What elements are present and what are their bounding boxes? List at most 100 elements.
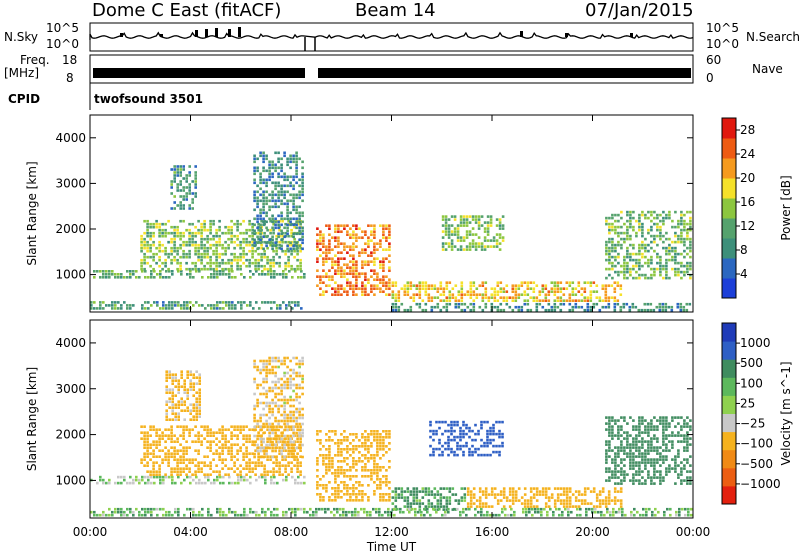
power-cell (674, 252, 677, 256)
velocity-cell (487, 505, 491, 508)
power-cell (367, 239, 370, 242)
velocity-cell (620, 428, 623, 431)
power-cell (445, 281, 449, 284)
power-cell (465, 224, 469, 227)
velocity-cell (456, 423, 459, 427)
velocity-cell (179, 443, 182, 446)
power-cell (680, 237, 683, 241)
power-cell (511, 287, 515, 290)
power-cell (480, 215, 484, 218)
power-cell (158, 246, 161, 250)
power-cell (385, 284, 388, 287)
velocity-cell (290, 467, 293, 470)
power-cell (465, 245, 469, 248)
velocity-cell (385, 478, 388, 481)
power-cell (373, 245, 376, 248)
power-cell (275, 252, 278, 256)
power-cell (457, 302, 461, 306)
power-cell (608, 252, 611, 256)
power-cell (626, 267, 629, 271)
velocity-cell (617, 455, 620, 458)
velocity-cell (611, 428, 614, 431)
power-cell (140, 240, 143, 244)
power-cell (665, 258, 668, 262)
power-cell (200, 240, 203, 244)
velocity-cell (286, 371, 289, 375)
velocity-cell (234, 513, 237, 517)
power-cell (108, 276, 111, 279)
power-cell (271, 226, 274, 230)
velocity-cell (650, 425, 653, 428)
power-cell (462, 236, 466, 239)
velocity-cell (191, 440, 194, 443)
power-cell (298, 157, 301, 161)
velocity-cell (295, 410, 298, 414)
velocity-cell (174, 403, 177, 406)
power-cell (295, 169, 298, 173)
velocity-cell (644, 440, 647, 443)
power-cell (293, 237, 296, 241)
velocity-cell (286, 356, 289, 360)
velocity-cell (412, 493, 416, 496)
power-cell (427, 299, 431, 302)
velocity-cell (394, 508, 398, 511)
velocity-cell (346, 436, 349, 439)
velocity-cell (447, 453, 450, 457)
velocity-cell (265, 449, 268, 453)
velocity-cell (210, 481, 213, 485)
power-cell (254, 261, 257, 265)
power-cell (262, 247, 265, 251)
power-cell (459, 215, 463, 218)
power-cell (296, 264, 299, 268)
velocity-cell (197, 431, 200, 434)
velocity-cell (337, 466, 340, 469)
power-cell (379, 242, 382, 245)
velocity-cell (439, 496, 443, 499)
power-cell (259, 199, 262, 203)
velocity-cell (653, 467, 656, 470)
velocity-cell (268, 386, 271, 390)
power-cell (292, 244, 295, 248)
power-cell (586, 281, 590, 284)
velocity-cell (292, 425, 295, 429)
power-cell (635, 276, 638, 280)
velocity-cell (168, 400, 171, 403)
power-cell (268, 169, 271, 173)
power-cell (257, 231, 260, 235)
power-cell (171, 307, 174, 310)
power-cell (248, 222, 251, 226)
velocity-cell (644, 467, 647, 470)
power-cell (270, 276, 273, 279)
power-cell (361, 230, 364, 233)
power-cell (605, 267, 608, 271)
velocity-cell (295, 446, 298, 450)
velocity-cell (632, 464, 635, 467)
power-cell (298, 211, 301, 215)
velocity-cell (165, 415, 168, 418)
power-cell (274, 181, 277, 185)
velocity-cell (282, 478, 285, 482)
velocity-cell (273, 481, 276, 485)
velocity-cell (689, 437, 692, 440)
power-cell (674, 246, 677, 250)
velocity-cell (626, 434, 629, 437)
nave-tick-top: 60 (706, 53, 722, 67)
power-cell (164, 258, 167, 262)
power-cell (159, 270, 162, 273)
power-cell (259, 235, 262, 239)
velocity-cell (671, 467, 674, 470)
power-cell (253, 154, 256, 158)
velocity-cell (245, 464, 248, 467)
velocity-cell (577, 505, 581, 508)
power-cell (227, 258, 230, 262)
power-cell (230, 228, 233, 232)
velocity-cell (186, 475, 189, 479)
velocity-cell (198, 376, 201, 379)
power-cell (117, 301, 120, 304)
power-cell (239, 258, 242, 262)
velocity-cell (477, 453, 480, 457)
velocity-cell (614, 455, 617, 458)
velocity-cell (221, 428, 224, 431)
velocity-cell (296, 470, 299, 473)
velocity-cell (201, 507, 204, 511)
